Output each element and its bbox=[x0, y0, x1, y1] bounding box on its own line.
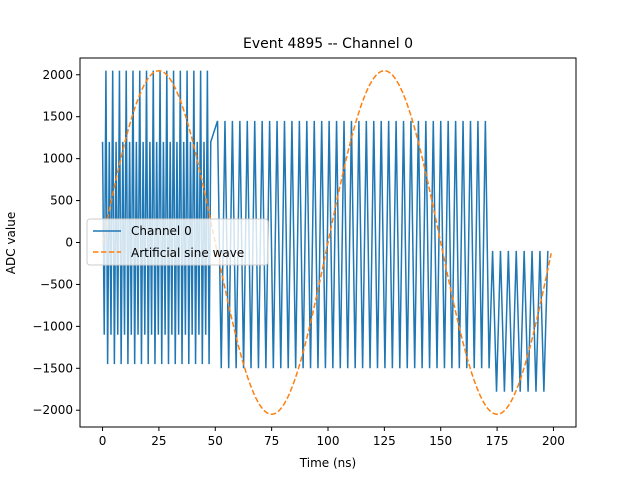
y-tick-label: 1500 bbox=[42, 110, 73, 124]
x-tick-label: 150 bbox=[429, 434, 452, 448]
x-axis-title: Time (ns) bbox=[299, 456, 356, 470]
y-tick-label: −1500 bbox=[32, 361, 73, 375]
y-tick-label: 1000 bbox=[42, 152, 73, 166]
x-tick-label: 0 bbox=[99, 434, 107, 448]
y-tick-label: 0 bbox=[65, 236, 73, 250]
x-axis: 0 25 50 75 100 125 150 175 200 bbox=[99, 427, 565, 448]
y-tick-label: −1000 bbox=[32, 319, 73, 333]
y-axis-title: ADC value bbox=[4, 212, 18, 274]
x-tick-label: 100 bbox=[317, 434, 340, 448]
y-axis: 2000 1500 1000 500 0 −500 −1000 −1500 −2000 bbox=[32, 68, 80, 417]
x-tick-label: 200 bbox=[542, 434, 565, 448]
series-artificial-sine-wave bbox=[101, 69, 552, 416]
legend-label-channel-0: Channel 0 bbox=[131, 224, 192, 238]
x-tick-label: 25 bbox=[151, 434, 166, 448]
x-tick-label: 175 bbox=[486, 434, 509, 448]
chart-title: Event 4895 -- Channel 0 bbox=[243, 36, 413, 52]
x-tick-label: 75 bbox=[264, 434, 279, 448]
legend: Channel 0 Artificial sine wave bbox=[86, 218, 269, 266]
y-tick-label: −500 bbox=[40, 277, 73, 291]
legend-label-sine-wave: Artificial sine wave bbox=[131, 246, 244, 260]
y-tick-label: 2000 bbox=[42, 68, 73, 82]
legend-frame bbox=[86, 218, 269, 266]
y-tick-label: −2000 bbox=[32, 403, 73, 417]
x-tick-label: 50 bbox=[208, 434, 223, 448]
x-tick-label: 125 bbox=[373, 434, 396, 448]
y-tick-label: 500 bbox=[50, 194, 73, 208]
